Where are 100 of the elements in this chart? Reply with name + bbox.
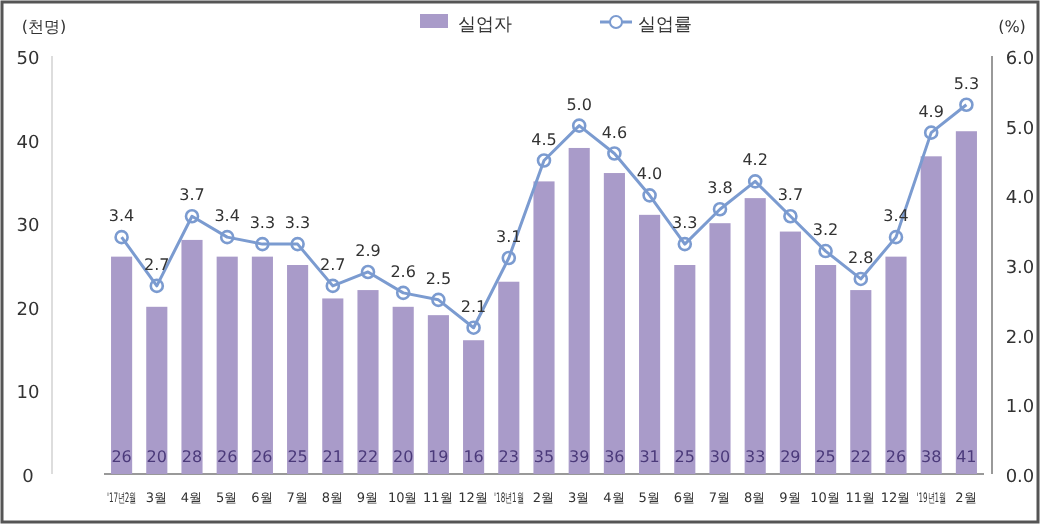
bar	[427, 315, 449, 474]
data-label: 36	[604, 448, 625, 466]
data-label: 22	[357, 448, 379, 466]
y-tick-label: 30	[16, 217, 40, 238]
legend-label: 실업자	[458, 16, 512, 36]
y-tick-label: 50	[16, 50, 40, 70]
data-label: 23	[498, 448, 519, 466]
data-label: 25	[287, 448, 308, 466]
point	[959, 97, 974, 113]
data-label: 4.5	[531, 130, 557, 149]
data-label: 3.4	[108, 207, 135, 226]
data-label: 4.9	[918, 102, 944, 121]
data-label: 25	[815, 448, 836, 466]
data-label: 2.7	[144, 255, 170, 274]
point	[184, 208, 200, 224]
data-label: 26	[217, 448, 238, 466]
point	[712, 201, 728, 217]
data-label: 2.9	[355, 241, 381, 260]
bar	[920, 156, 942, 474]
data-label: 3.3	[249, 214, 276, 233]
data-label: 30	[709, 448, 731, 466]
data-label: 38	[921, 448, 942, 466]
bar	[779, 231, 801, 474]
y2-tick-label: 5.0	[1005, 119, 1035, 140]
y-tick-label: 40	[16, 133, 40, 154]
legend-label: 실업률	[638, 16, 692, 36]
point	[747, 174, 763, 189]
bar	[674, 265, 696, 474]
data-label: 41	[956, 448, 977, 466]
bar	[463, 340, 485, 474]
data-label: 26	[885, 448, 907, 466]
data-label: 2.7	[320, 255, 346, 274]
point	[536, 153, 552, 168]
y-tick-label: 10	[16, 384, 40, 405]
point	[466, 320, 481, 335]
data-label: 39	[569, 448, 590, 466]
point	[149, 278, 165, 294]
data-label: 22	[850, 448, 871, 466]
y2-tick-label: 2.0	[1005, 328, 1035, 349]
bar	[216, 256, 238, 474]
data-label: 4.0	[636, 165, 663, 184]
data-label: 33	[745, 448, 766, 466]
data-label: 2.5	[425, 269, 452, 288]
data-label: 28	[181, 448, 203, 466]
y2-axis-title: (%)	[998, 18, 1026, 36]
data-label: 2.8	[848, 248, 874, 267]
point	[255, 236, 270, 252]
y2-tick-label: 0.0	[1005, 468, 1035, 488]
bar	[498, 281, 520, 474]
bar	[392, 306, 414, 474]
point	[818, 243, 833, 259]
bar	[815, 265, 837, 474]
bar	[603, 173, 625, 474]
data-label: 3.7	[179, 186, 205, 205]
point	[783, 208, 798, 224]
point	[571, 118, 587, 133]
data-label: 20	[146, 448, 167, 466]
data-label: 3.3	[284, 214, 311, 233]
point	[501, 250, 517, 266]
bar	[533, 181, 555, 474]
data-label: 5.0	[566, 95, 592, 114]
data-label: 26	[252, 448, 273, 466]
bar	[744, 198, 766, 474]
point	[325, 278, 341, 294]
bar	[251, 256, 273, 474]
y-tick-label: 0	[22, 468, 35, 488]
data-label: 26	[111, 448, 132, 466]
point	[431, 292, 446, 308]
bar	[568, 147, 590, 474]
y-tick-label: 20	[16, 300, 40, 321]
bar	[955, 131, 977, 474]
data-label: 4.2	[742, 151, 768, 170]
data-label: 35	[533, 448, 555, 466]
data-label: 3.4	[214, 207, 240, 226]
bar	[850, 290, 872, 474]
data-label: 19	[428, 448, 449, 466]
bar	[111, 256, 133, 474]
bar	[287, 265, 309, 474]
data-label: 4.6	[601, 123, 628, 142]
data-label: 3.7	[777, 186, 804, 205]
data-label: 3.3	[672, 214, 698, 233]
point	[607, 146, 622, 161]
data-label: 20	[393, 448, 414, 466]
point	[360, 264, 376, 280]
y2-tick-label: 3.0	[1005, 259, 1035, 279]
data-label: 29	[780, 448, 801, 466]
data-label: 31	[639, 448, 660, 466]
data-label: 16	[463, 448, 484, 466]
bar	[322, 298, 344, 474]
point	[395, 285, 411, 301]
y-axis-title: (천명)	[21, 18, 67, 36]
point	[677, 236, 693, 252]
y2-tick-label: 1.0	[1005, 398, 1035, 419]
bar	[146, 306, 168, 474]
data-label: 5.3	[953, 74, 980, 93]
bar	[639, 214, 661, 474]
bar	[709, 223, 731, 474]
data-label: 25	[674, 448, 695, 466]
y2-tick-label: 6.0	[1005, 50, 1035, 70]
y2-tick-label: 4.0	[1005, 189, 1035, 210]
